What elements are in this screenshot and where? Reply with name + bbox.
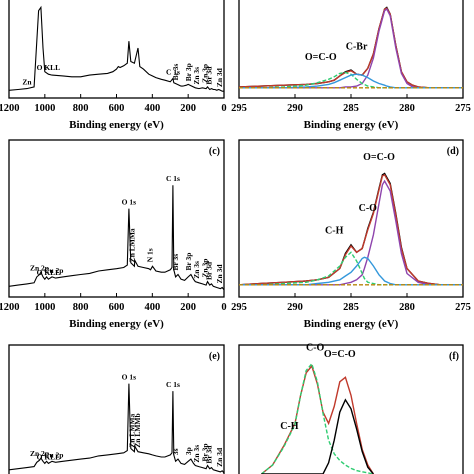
peak-label-c-9: Zn 3s [192,261,201,279]
peak-label-a-6: Zn 3p [201,64,210,83]
series-line-f-2 [261,398,374,474]
x-tick-label-a-5: 200 [180,103,196,114]
peak-label-c-1: O KLL [37,268,61,277]
peak-label-e-5: Zn LMMa [127,413,136,447]
x-tick-label-b-4: 275 [455,103,471,114]
peak-component-label-d-1: C-O [359,203,378,214]
series-line-b-1 [239,7,463,89]
x-tick-label-a-6: 0 [221,103,226,114]
x-tick-label-d-4: 275 [455,302,471,313]
peak-label-c-2: Zn 2p [30,264,49,273]
panel-frame-d [238,139,464,298]
series-line-d-2 [239,179,463,286]
x-tick-label-b-0: 295 [231,103,247,114]
panel-label-f: (f) [449,351,459,362]
x-tick-label-d-1: 290 [287,302,303,313]
peak-label-c-6: C 1s [166,174,180,183]
peak-component-label-b-1: C-Br [346,42,368,53]
peak-component-label-d-0: O=C-O [363,152,395,163]
peak-label-a-7: Br 3d [204,66,213,85]
peak-label-c-4: Zn LMMa [127,228,136,262]
peak-label-a-0: Zn [22,78,32,87]
peak-label-e-0: O 1s [122,373,136,382]
x-tick-label-b-1: 290 [287,103,303,114]
x-tick-label-c-1: 1000 [34,302,55,313]
peak-label-c-11: Br 3d [204,261,213,280]
x-tick-label-a-3: 600 [109,103,125,114]
peak-label-c-10: Zn 3p [201,259,210,278]
peak-label-e-12: Zn 3d [215,447,224,467]
peak-label-e-2: O KLL [37,452,61,461]
peak-component-label-f-1: O=C-O [324,349,356,360]
peak-label-e-9: Zn 3s [192,445,201,463]
x-axis-title-b: Binding energy (eV) [304,119,399,131]
series-line-f-0 [260,364,374,474]
series-line-f-1 [260,362,374,474]
series-line-d-1 [239,173,463,286]
peak-label-e-10: Br 3p [201,444,210,462]
x-tick-label-d-2: 285 [343,302,359,313]
x-tick-label-b-3: 280 [399,103,415,114]
x-tick-label-d-0: 295 [231,302,247,313]
peak-label-a-3: Br 3s [171,64,180,81]
x-tick-label-c-4: 400 [144,302,160,313]
x-axis-title-d: Binding energy (eV) [304,318,399,330]
peak-label-c-12: Zn 3d [215,264,224,284]
spectrum-line-c [9,185,224,291]
peak-label-e-11: Br 3d [204,445,213,464]
peak-component-label-d-2: C-H [325,226,344,237]
x-tick-label-c-6: 0 [221,302,226,313]
series-line-d-4 [239,256,463,286]
peak-label-e-7: 3s [171,448,180,455]
peak-label-e-4: Cu 2p [44,450,63,459]
peak-label-c-0: O 1s [122,198,136,207]
series-line-d-3 [239,251,463,286]
peak-label-a-5: Zn 3s [192,67,201,85]
peak-component-label-b-0: O=C-O [305,52,337,63]
x-tick-label-c-0: 1200 [0,302,20,313]
peak-label-c-5: N 1s [145,248,154,262]
peak-label-e-3: Zn 2p [30,449,49,458]
peak-label-e-6: Zn LMMb [133,413,142,447]
peak-label-e-1: C 1s [166,380,180,389]
peak-label-c-7: Br 3s [171,254,180,271]
peak-label-a-8: Zn 3d [215,67,224,87]
x-tick-label-d-3: 280 [399,302,415,313]
peak-label-a-1: O KLL [37,63,61,72]
spectrum-line-a [9,5,224,92]
panel-label-d: (d) [447,146,459,157]
peak-label-c-3: Cu 2p [44,266,63,275]
x-tick-label-a-2: 800 [73,103,89,114]
peak-label-a-4: Br 3p [184,63,193,81]
x-tick-label-a-4: 400 [144,103,160,114]
peak-label-a-2: C 1s [166,67,180,76]
x-tick-label-c-5: 200 [180,302,196,313]
x-tick-label-c-3: 600 [109,302,125,313]
panel-frame-e [8,344,225,474]
panel-label-e: (e) [209,351,220,362]
x-tick-label-a-1: 1000 [34,103,55,114]
x-tick-label-b-2: 285 [343,103,359,114]
peak-component-label-f-2: C-H [280,421,299,432]
series-line-d-0 [239,172,463,286]
x-tick-label-a-0: 1200 [0,103,20,114]
series-line-b-3 [239,71,463,89]
x-axis-title-a: Binding energy (eV) [69,119,164,131]
spectrum-line-e [9,383,224,474]
x-axis-title-c: Binding energy (eV) [69,318,164,330]
panel-frame-f [238,344,464,474]
x-tick-label-c-2: 800 [73,302,89,313]
peak-label-c-8: Br 3p [184,253,193,271]
peak-label-e-8: 3p [184,447,193,455]
peak-component-label-f-0: C-O [306,342,325,353]
panel-label-c: (c) [209,146,220,157]
